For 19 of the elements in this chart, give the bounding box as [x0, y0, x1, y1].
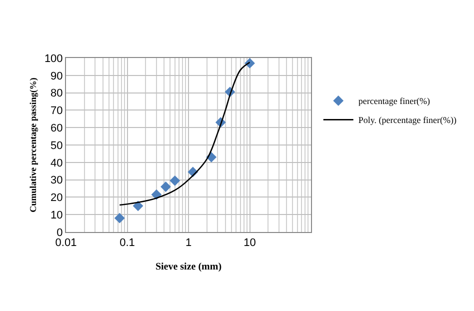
x-axis-title: Sieve size (mm) [155, 262, 222, 273]
x-tick-label: 0.1 [120, 237, 135, 250]
y-axis-title: Cumulative percentage passing(%) [28, 78, 38, 212]
legend-label: Poly. (percentage finer(%)) [358, 115, 456, 126]
y-tick-label: 50 [50, 140, 63, 152]
y-tick-label: 0 [56, 226, 63, 239]
y-tick-label: 100 [44, 52, 63, 65]
x-tick-label: 0.01 [55, 237, 77, 250]
y-tick-label: 20 [50, 192, 63, 204]
y-tick-label: 60 [50, 122, 63, 134]
y-tick-label: 90 [50, 70, 63, 82]
x-tick-label: 1 [185, 237, 192, 250]
y-tick-label: 30 [50, 174, 63, 187]
x-tick-label: 10 [244, 237, 256, 250]
y-tick-label: 70 [50, 105, 63, 118]
y-tick-label: 40 [50, 157, 63, 170]
y-tick-label: 10 [50, 209, 63, 222]
legend-label: percentage finer(%) [358, 96, 430, 106]
y-tick-label: 80 [50, 88, 63, 100]
